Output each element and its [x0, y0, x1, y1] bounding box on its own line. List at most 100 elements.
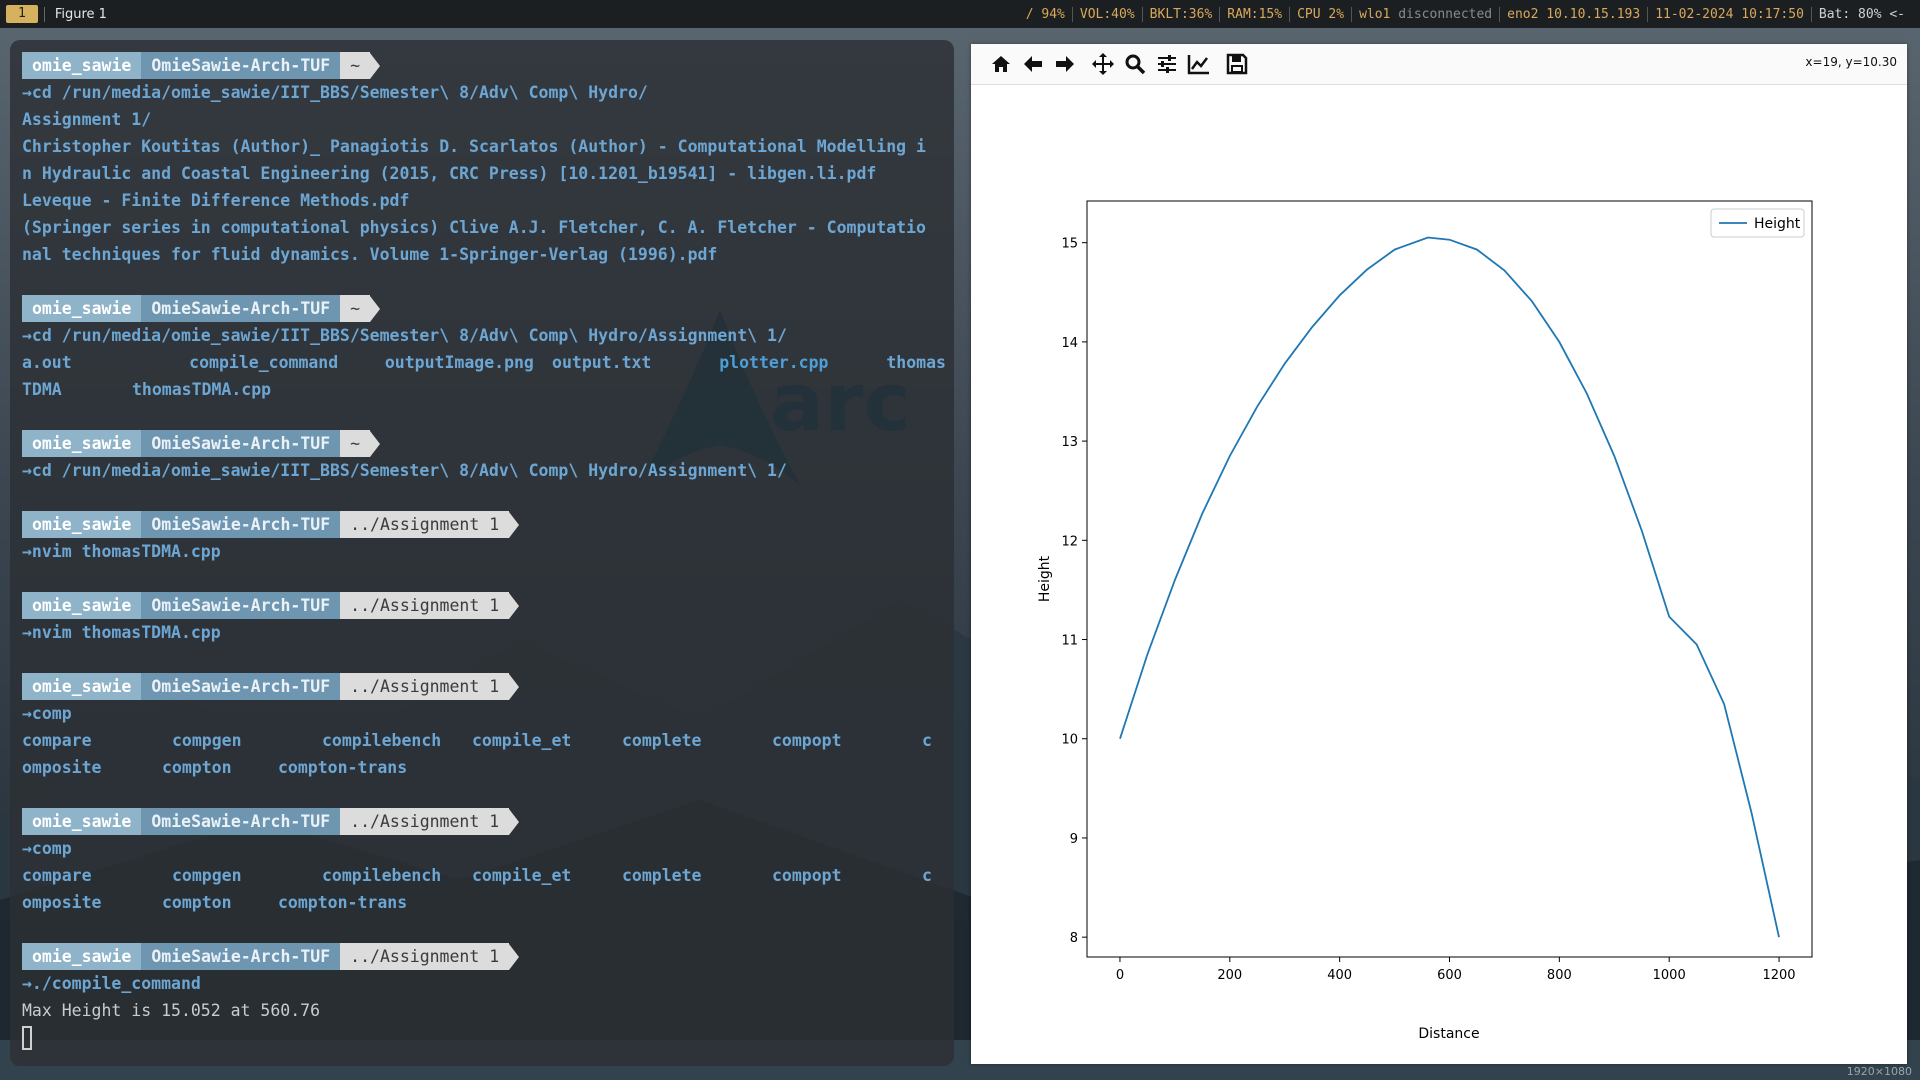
prompt-dir: ../Assignment 1 — [340, 511, 510, 538]
completion-entry: compton-trans — [278, 893, 408, 912]
completion-entry: compare — [22, 731, 92, 750]
prompt-dir: ~ — [340, 52, 371, 79]
ethernet-ip: 10.10.15.193 — [1546, 6, 1641, 22]
forward-button[interactable] — [1049, 48, 1081, 80]
shell-prompt: omie_sawie OmieSawie-Arch-TUF ~ — [22, 430, 946, 457]
command-line: →./compile_command — [22, 974, 201, 993]
prompt-dir: ../Assignment 1 — [340, 673, 510, 700]
prompt-dir: ../Assignment 1 — [340, 592, 510, 619]
configure-subplots-button[interactable] — [1151, 48, 1183, 80]
prompt-user: omie_sawie — [22, 808, 142, 835]
ram-usage: RAM:15% — [1219, 6, 1289, 22]
y-tick-label: 8 — [1070, 931, 1078, 946]
command-line: →comp — [22, 704, 72, 723]
ls-entry: output.txt — [552, 353, 652, 372]
completion-entry: omposite — [22, 758, 102, 777]
edit-axes-button[interactable] — [1183, 48, 1215, 80]
back-icon — [1024, 56, 1042, 72]
prompt-dir: ~ — [340, 430, 371, 457]
save-button[interactable] — [1221, 48, 1253, 80]
wifi-interface: wlo1 — [1359, 6, 1391, 22]
home-icon — [992, 56, 1010, 72]
x-tick-label: 1200 — [1762, 968, 1795, 983]
command-line: →cd /run/media/omie_sawie/IIT_BBS/Semest… — [22, 461, 787, 480]
x-tick-label: 1000 — [1653, 968, 1686, 983]
terminal-output: omie_sawie OmieSawie-Arch-TUF ~ →cd /run… — [22, 52, 946, 1053]
completion-entry: compile_et — [472, 866, 572, 885]
output-line: Christopher Koutitas (Author)_ Panagioti… — [22, 137, 926, 156]
completion-entry: c — [922, 731, 932, 750]
wifi-state: disconnected — [1398, 6, 1493, 22]
shell-prompt: omie_sawie OmieSawie-Arch-TUF ../Assignm… — [22, 511, 946, 538]
home-button[interactable] — [985, 48, 1017, 80]
completion-entry: compton — [162, 893, 232, 912]
output-line: Assignment 1/ — [22, 110, 152, 129]
wifi-status: wlo1 disconnected — [1351, 6, 1499, 22]
figure-window[interactable]: x=19, y=10.30 8 9 10 11 12 13 14 15 0 200 400 600 8… — [971, 44, 1907, 1064]
ls-entry: outputImage.png — [384, 353, 534, 372]
shell-prompt: omie_sawie OmieSawie-Arch-TUF ../Assignm… — [22, 808, 946, 835]
series-line-height — [1119, 236, 1780, 938]
back-button[interactable] — [1017, 48, 1049, 80]
prompt-host: OmieSawie-Arch-TUF — [141, 943, 341, 970]
prompt-arrow — [509, 808, 520, 835]
command-line: →comp — [22, 839, 72, 858]
command-line: →cd /run/media/omie_sawie/IIT_BBS/Semest… — [22, 83, 648, 102]
completion-entry: compile_et — [472, 731, 572, 750]
prompt-host: OmieSawie-Arch-TUF — [141, 295, 341, 322]
shell-prompt: omie_sawie OmieSawie-Arch-TUF ../Assignm… — [22, 673, 946, 700]
completion-entry: c — [922, 866, 932, 885]
system-status: / 94% VOL:40% BKLT:36% RAM:15% CPU 2% wl… — [1019, 6, 1920, 22]
prompt-dir: ~ — [340, 295, 371, 322]
output-line: nal techniques for fluid dynamics. Volum… — [22, 245, 718, 264]
output-line: Leveque - Finite Difference Methods.pdf — [22, 191, 410, 210]
prompt-user: omie_sawie — [22, 295, 142, 322]
ls-entry: thomasTDMA.cpp — [132, 380, 272, 399]
zoom-icon — [1125, 54, 1146, 75]
backlight-level: BKLT:36% — [1141, 6, 1220, 22]
completion-row: omposite compton compton-trans — [22, 889, 946, 916]
svg-text:arc: arc — [770, 356, 911, 449]
shell-prompt: omie_sawie OmieSawie-Arch-TUF ~ — [22, 52, 946, 79]
shell-prompt: omie_sawie OmieSawie-Arch-TUF ~ — [22, 295, 946, 322]
y-axis: 8 9 10 11 12 13 14 15 — [1061, 237, 1087, 946]
prompt-host: OmieSawie-Arch-TUF — [141, 673, 341, 700]
completion-entry: complete — [622, 866, 702, 885]
pan-icon — [1092, 53, 1114, 75]
completion-entry: compgen — [172, 731, 242, 750]
prompt-host: OmieSawie-Arch-TUF — [141, 52, 341, 79]
prompt-host: OmieSawie-Arch-TUF — [141, 592, 341, 619]
line-chart[interactable]: 8 9 10 11 12 13 14 15 0 200 400 600 800 1000 1200 Dis… — [971, 85, 1907, 1064]
x-tick-label: 400 — [1327, 968, 1352, 983]
legend: Height — [1710, 208, 1805, 238]
ls-entry: compile_command — [189, 353, 339, 372]
completion-entry: omposite — [22, 893, 102, 912]
completion-entry: complete — [622, 731, 702, 750]
pan-button[interactable] — [1087, 48, 1119, 80]
prompt-user: omie_sawie — [22, 673, 142, 700]
prompt-arrow — [509, 511, 520, 538]
completion-entry: compton-trans — [278, 758, 408, 777]
prompt-arrow — [509, 592, 520, 619]
ethernet-status: eno2 10.10.15.193 — [1499, 6, 1647, 22]
command-line: →nvim thomasTDMA.cpp — [22, 542, 221, 561]
volume-level: VOL:40% — [1071, 6, 1142, 22]
completion-entry: compare — [22, 866, 92, 885]
prompt-host: OmieSawie-Arch-TUF — [141, 808, 341, 835]
shell-prompt: omie_sawie OmieSawie-Arch-TUF ../Assignm… — [22, 592, 946, 619]
prompt-arrow — [370, 52, 381, 79]
completion-entry: compopt — [772, 731, 842, 750]
prompt-arrow — [509, 673, 520, 700]
prompt-user: omie_sawie — [22, 943, 142, 970]
completion-entry: compilebench — [322, 866, 442, 885]
terminal-cursor[interactable] — [22, 1026, 32, 1050]
zoom-button[interactable] — [1119, 48, 1151, 80]
configure-icon — [1158, 55, 1176, 73]
prompt-user: omie_sawie — [22, 511, 142, 538]
prompt-dir: ../Assignment 1 — [340, 943, 510, 970]
y-tick-label: 11 — [1061, 634, 1078, 649]
y-tick-label: 15 — [1061, 237, 1078, 252]
prompt-arrow — [370, 295, 381, 322]
workspace-indicator[interactable]: 1 — [6, 5, 38, 23]
terminal-window[interactable]: arc omie_sawie OmieSawie-Arch-TUF ~ →cd … — [10, 40, 954, 1066]
